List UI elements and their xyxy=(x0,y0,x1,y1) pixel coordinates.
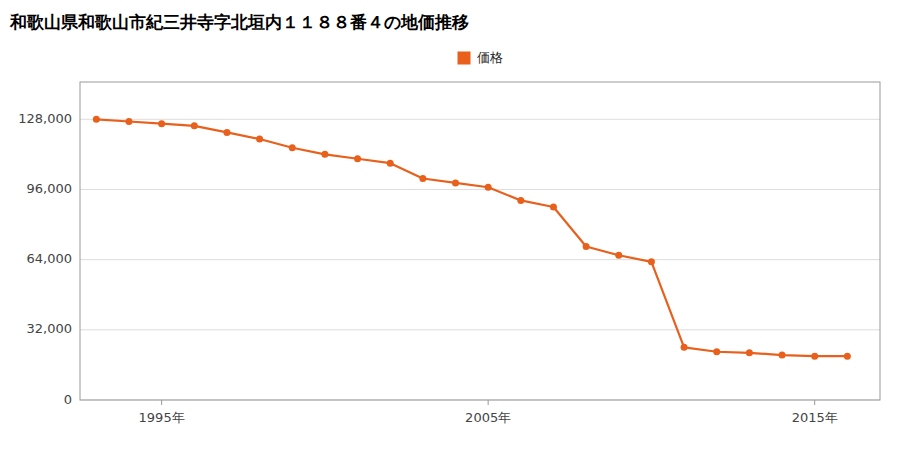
point xyxy=(419,175,426,182)
y-tick-label: 96,000 xyxy=(27,181,73,196)
x-tick-label: 2015年 xyxy=(792,410,838,425)
point xyxy=(289,144,296,151)
point xyxy=(485,184,492,191)
point xyxy=(811,353,818,360)
plot-frame xyxy=(80,82,880,400)
point xyxy=(844,353,851,360)
y-tick-label: 128,000 xyxy=(18,111,72,126)
point xyxy=(256,136,263,143)
x-tick xyxy=(488,400,489,405)
point xyxy=(550,204,557,211)
point xyxy=(125,118,132,125)
x-axis: 1995年 2005年 2015年 xyxy=(139,400,838,425)
point xyxy=(746,349,753,356)
legend-label: 価格 xyxy=(477,50,503,65)
grid-line xyxy=(80,329,880,330)
y-tick-label: 0 xyxy=(64,392,72,407)
grid xyxy=(80,119,880,400)
point xyxy=(583,243,590,250)
x-tick xyxy=(161,400,162,405)
title: 和歌山県和歌山市紀三井寺字北垣内１１８８番４の地価推移 xyxy=(9,12,469,32)
point xyxy=(93,116,100,123)
y-tick-label: 64,000 xyxy=(27,251,73,266)
line xyxy=(96,119,847,356)
x-tick xyxy=(814,400,815,405)
point xyxy=(713,348,720,355)
point xyxy=(517,197,524,204)
grid-line xyxy=(80,189,880,190)
y-axis: 0 32,000 64,000 96,000 128,000 xyxy=(18,111,72,407)
point xyxy=(452,179,459,186)
legend: 価格 xyxy=(458,50,503,65)
background xyxy=(0,0,900,450)
point xyxy=(354,155,361,162)
y-tick-label: 32,000 xyxy=(27,321,73,336)
point xyxy=(223,129,230,136)
x-tick-label: 1995年 xyxy=(139,410,185,425)
point xyxy=(321,151,328,158)
point xyxy=(779,352,786,359)
x-tick-label: 2005年 xyxy=(465,410,511,425)
point xyxy=(387,160,394,167)
point xyxy=(681,344,688,351)
point xyxy=(648,258,655,265)
point xyxy=(615,252,622,259)
point xyxy=(191,122,198,129)
legend-swatch xyxy=(458,52,471,65)
point xyxy=(158,120,165,127)
chart: 和歌山県和歌山市紀三井寺字北垣内１１８８番４の地価推移 0 32,000 64,000… xyxy=(0,0,900,450)
plot-data xyxy=(93,116,851,360)
grid-line xyxy=(80,119,880,120)
grid-line xyxy=(80,259,880,260)
